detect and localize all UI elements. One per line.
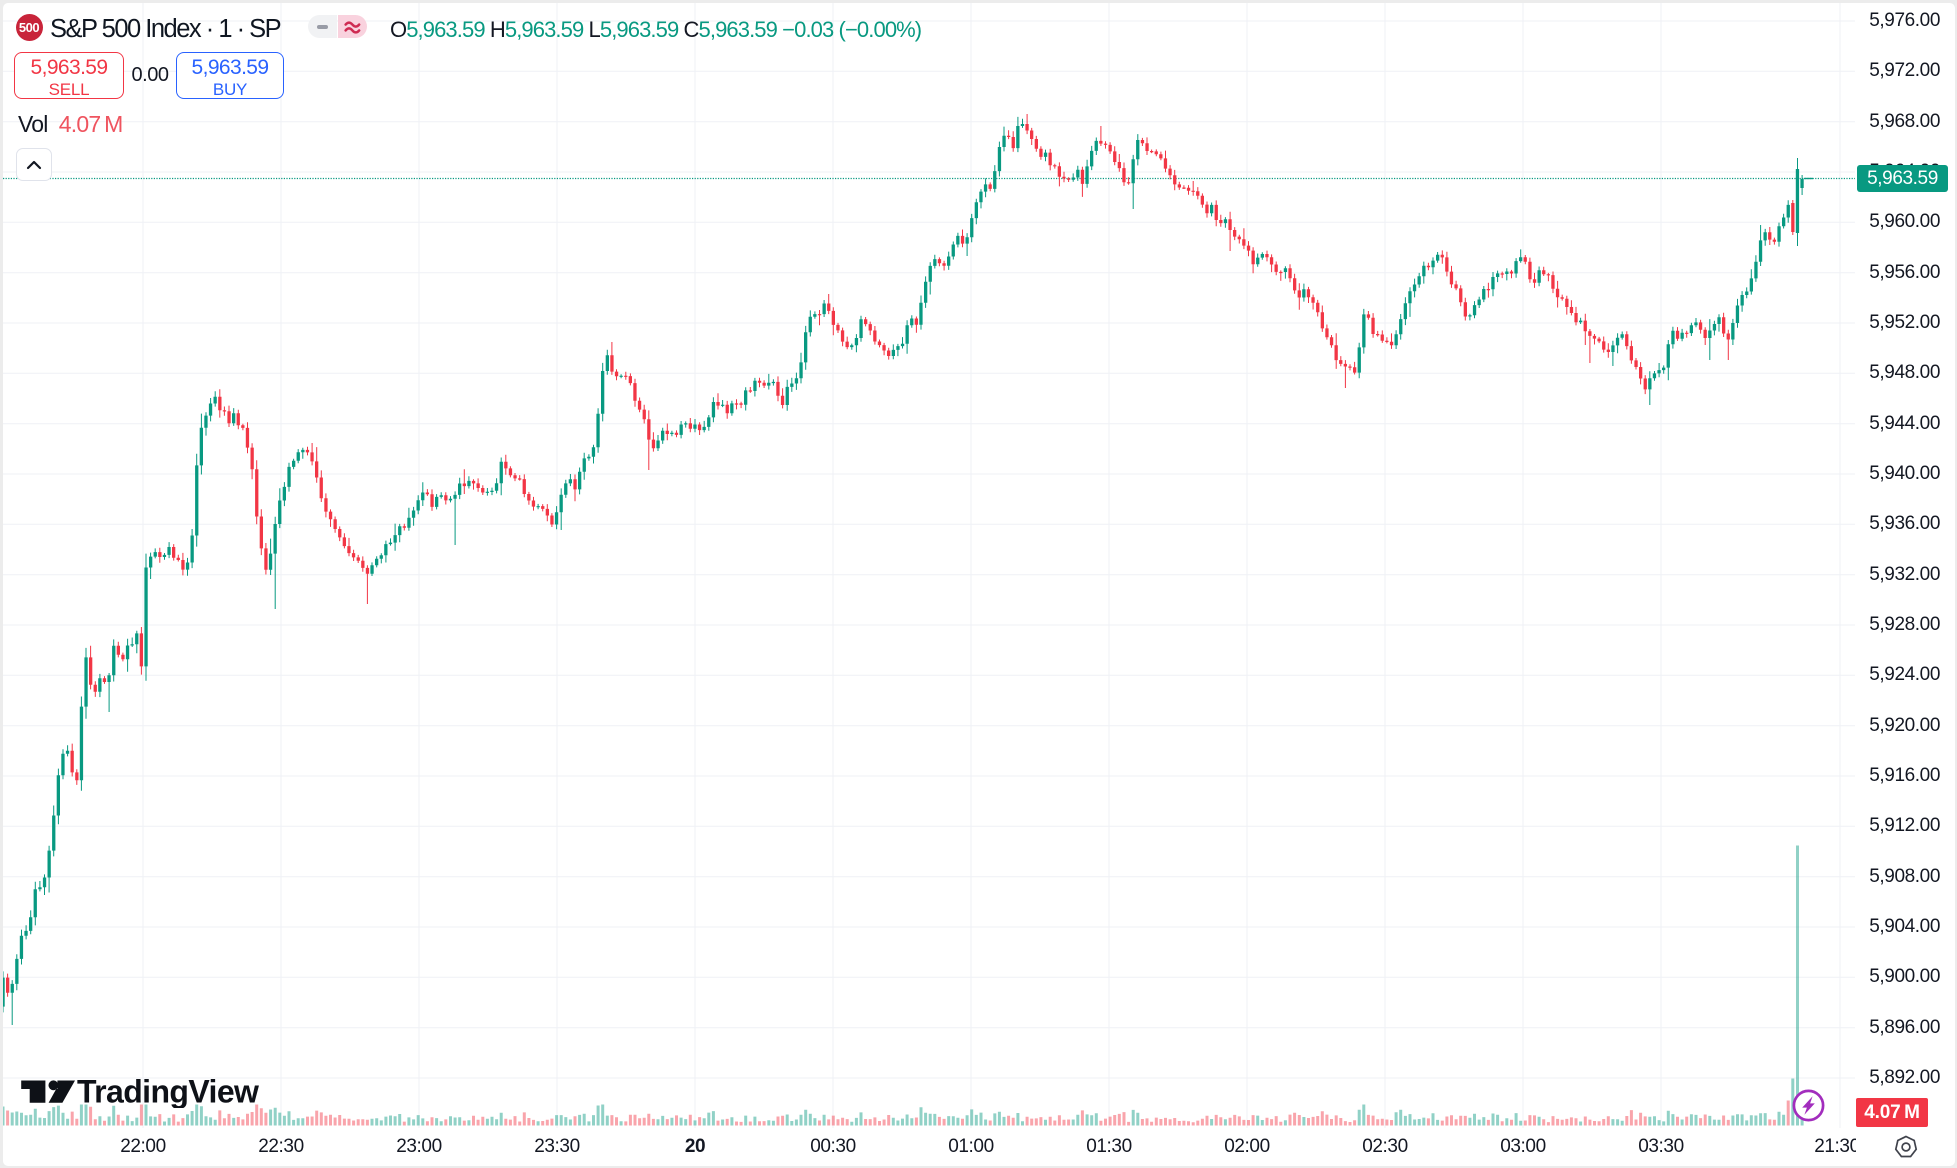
svg-text:TradingView: TradingView xyxy=(77,1078,259,1108)
